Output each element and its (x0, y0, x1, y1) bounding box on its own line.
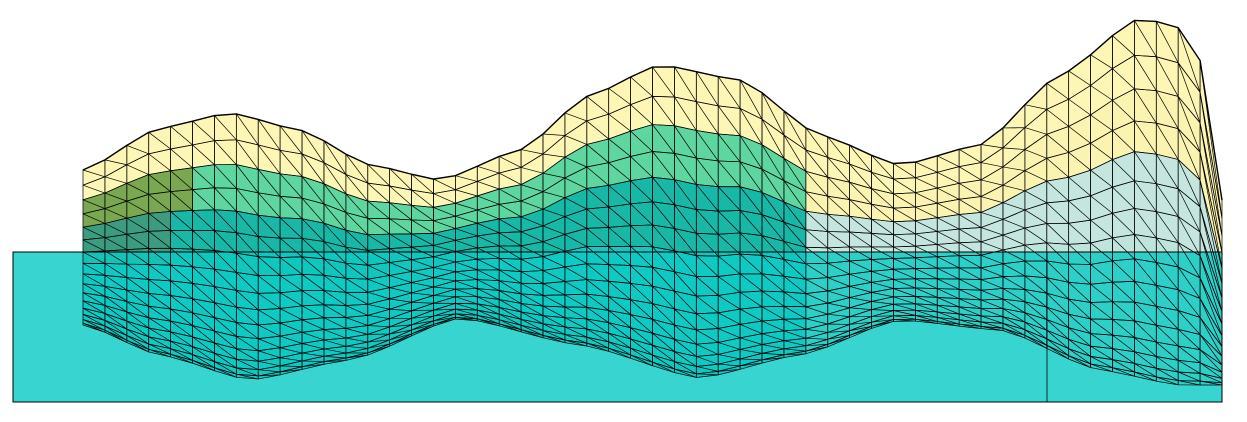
mesh-wireframe (82, 19, 1223, 386)
mesh-quad (498, 216, 522, 234)
mesh-quad (586, 206, 609, 229)
mesh-cell (1199, 380, 1223, 386)
mesh-quad (586, 185, 609, 210)
mesh-quad (608, 203, 631, 228)
mesh-quad (170, 167, 193, 192)
top-edge (82, 19, 1223, 201)
mesh-quad (192, 164, 215, 190)
mesh-quad (1068, 219, 1091, 245)
mesh-quad (1046, 176, 1069, 204)
mesh-quad (192, 140, 215, 169)
mesh-quad (148, 191, 171, 214)
mesh-quad (630, 176, 653, 205)
mesh-quad (170, 189, 193, 212)
mesh-quad (148, 211, 171, 232)
mesh-quad (170, 144, 193, 172)
